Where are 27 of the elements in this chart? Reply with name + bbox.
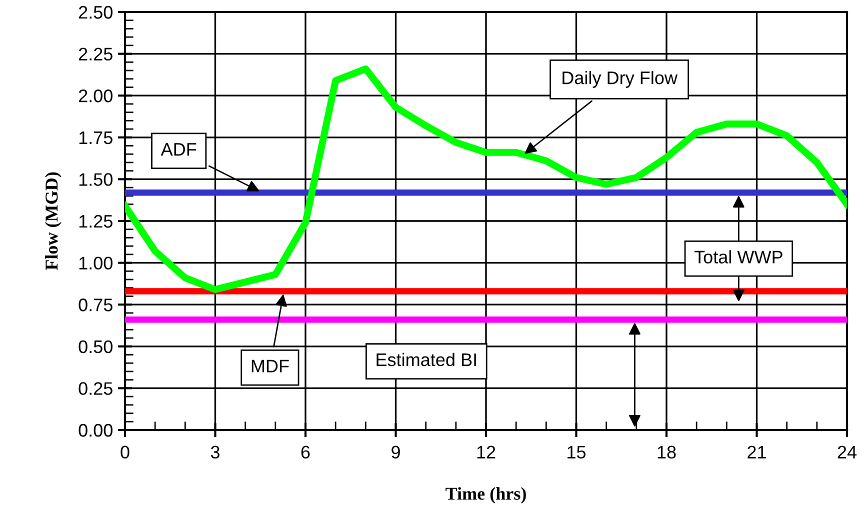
y-tick-label: 1.75 (79, 132, 112, 144)
x-tick-label: 6 (301, 446, 310, 459)
x-tick-label: 0 (120, 446, 130, 459)
y-axis-title: Flow (MGD) (45, 172, 62, 270)
x-tick-label: 18 (658, 446, 676, 459)
y-tick-label: 0.00 (78, 424, 112, 437)
x-tick-label: 24 (838, 446, 857, 458)
y-tick-label: 1.00 (79, 256, 112, 270)
y-tick-label: 0.50 (78, 340, 112, 354)
x-tick-label: 21 (748, 446, 766, 458)
ref-line-label: Estimated BI (376, 352, 476, 366)
x-tick-label: 12 (477, 446, 496, 458)
y-tick-label: 2.00 (78, 90, 112, 102)
y-tick-label: 1.25 (79, 214, 112, 228)
ref-line-label: ADF (160, 143, 196, 156)
annotation: Total WWP (694, 250, 782, 264)
x-tick-label: 15 (568, 446, 586, 459)
y-tick-label: 0.25 (78, 382, 112, 395)
x-axis-title: Time (hrs) (446, 487, 526, 504)
text: Daily Dry Flow (562, 70, 678, 88)
y-tick-label: 0.75 (78, 298, 112, 312)
x-tick-label: 9 (392, 446, 400, 459)
ref-line-label: MDF (252, 360, 289, 372)
y-tick-label: 1.50 (79, 173, 112, 186)
x-tick-label: 3 (210, 446, 220, 459)
y-tick-label: 2.25 (78, 48, 112, 61)
y-tick-label: 2.50 (78, 6, 112, 19)
